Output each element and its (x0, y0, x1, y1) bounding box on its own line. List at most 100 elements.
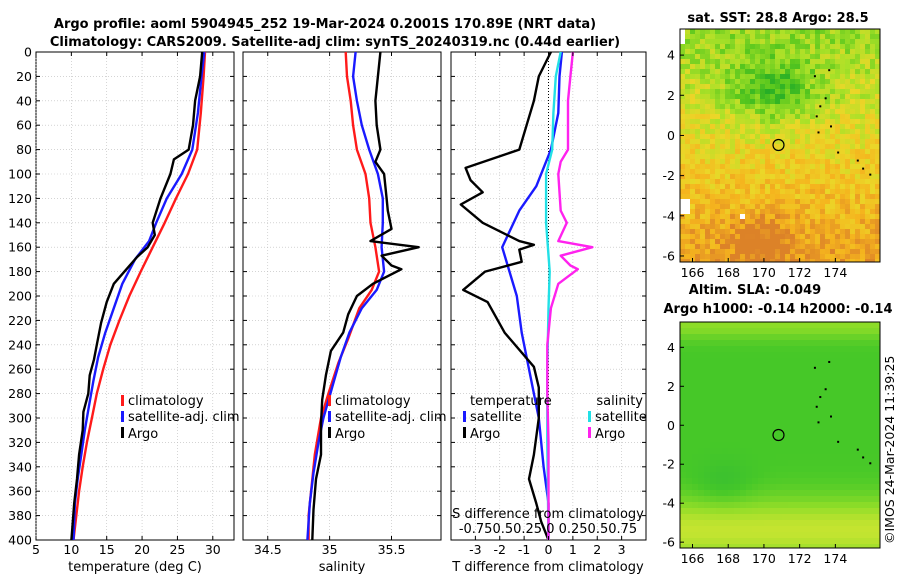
heatmap-cell (794, 430, 801, 437)
heatmap-cell (866, 406, 873, 413)
heatmap-cell (750, 249, 756, 255)
heatmap-cell (800, 334, 807, 341)
heatmap-cell (824, 508, 831, 515)
heatmap-cell (764, 472, 771, 479)
heatmap-cell (782, 544, 789, 549)
heatmap-cell (725, 34, 731, 40)
heatmap-cell (842, 334, 849, 341)
heatmap-cell (850, 124, 856, 130)
heatmap-cell (824, 364, 831, 371)
heatmap-cell (698, 346, 705, 353)
heatmap-cell (722, 448, 729, 455)
heatmap-cell (790, 49, 796, 55)
heatmap-cell (855, 129, 861, 135)
heatmap-cell (794, 544, 801, 549)
heatmap-cell (820, 119, 826, 125)
heatmap-cell (860, 224, 866, 230)
heatmap-cell (842, 532, 849, 539)
heatmap-cell (752, 358, 759, 365)
heatmap-cell (710, 448, 717, 455)
heatmap-cell (770, 532, 777, 539)
heatmap-cell (760, 54, 766, 60)
heatmap-cell (842, 346, 849, 353)
heatmap-cell (840, 159, 846, 165)
heatmap-cell (820, 189, 826, 195)
heatmap-cell (860, 472, 867, 479)
heatmap-cell (680, 134, 686, 140)
heatmap-cell (755, 134, 761, 140)
heatmap-cell (680, 538, 687, 545)
heatmap-cell (795, 119, 801, 125)
heatmap-cell (695, 229, 701, 235)
heatmap-cell (794, 454, 801, 461)
heatmap-cell (745, 74, 751, 80)
heatmap-cell (680, 44, 686, 50)
heatmap-cell (836, 424, 843, 431)
heatmap-cell (734, 424, 741, 431)
heatmap-cell (866, 382, 873, 389)
heatmap-cell (680, 346, 687, 353)
heatmap-cell (695, 129, 701, 135)
heatmap-cell (820, 194, 826, 200)
heatmap-cell (785, 84, 791, 90)
heatmap-cell (700, 214, 706, 220)
heatmap-cell (710, 520, 717, 527)
heatmap-cell (818, 370, 825, 377)
heatmap-cell (730, 209, 736, 215)
heatmap-cell (845, 119, 851, 125)
heatmap-cell (842, 514, 849, 521)
heatmap-cell (704, 544, 711, 549)
heatmap-cell (758, 526, 765, 533)
heatmap-cell (860, 179, 866, 185)
heatmap-cell (760, 124, 766, 130)
heatmap-cell (800, 448, 807, 455)
heatmap-cell (758, 370, 765, 377)
heatmap-cell (865, 79, 871, 85)
heatmap-cell (854, 442, 861, 449)
heatmap-cell (692, 508, 699, 515)
heatmap-cell (860, 382, 867, 389)
heatmap-cell (866, 526, 873, 533)
x-tick-label: 10 (63, 542, 79, 557)
heatmap-cell (788, 466, 795, 473)
heatmap-cell (830, 79, 836, 85)
heatmap-cell (795, 184, 801, 190)
heatmap-cell (818, 442, 825, 449)
heatmap-cell (720, 74, 726, 80)
heatmap-cell (848, 466, 855, 473)
heatmap-cell (710, 406, 717, 413)
heatmap-cell (765, 209, 771, 215)
heatmap-cell (725, 109, 731, 115)
heatmap-cell (825, 59, 831, 65)
heatmap-cell (746, 544, 753, 549)
heatmap-cell (836, 394, 843, 401)
heatmap-cell (752, 478, 759, 485)
heatmap-cell (770, 104, 776, 110)
heatmap-cell (810, 244, 816, 250)
island-mark (815, 115, 818, 118)
heatmap-cell (818, 328, 825, 335)
heatmap-cell (842, 400, 849, 407)
heatmap-cell (850, 74, 856, 80)
heatmap-cell (715, 79, 721, 85)
heatmap-cell (806, 436, 813, 443)
heatmap-cell (765, 74, 771, 80)
heatmap-cell (830, 199, 836, 205)
heatmap-cell (872, 334, 879, 341)
heatmap-cell (776, 466, 783, 473)
heatmap-cell (795, 249, 801, 255)
heatmap-cell (842, 472, 849, 479)
heatmap-cell (700, 149, 706, 155)
heatmap-cell (870, 209, 876, 215)
heatmap-cell (680, 224, 686, 230)
heatmap-cell (750, 84, 756, 90)
heatmap-cell (780, 209, 786, 215)
heatmap-cell (842, 448, 849, 455)
heatmap-cell (812, 478, 819, 485)
heatmap-cell (866, 358, 873, 365)
heatmap-cell (812, 322, 819, 329)
heatmap-cell (715, 74, 721, 80)
heatmap-cell (835, 129, 841, 135)
heatmap-cell (785, 199, 791, 205)
x-tick-label: 35 (322, 542, 338, 557)
